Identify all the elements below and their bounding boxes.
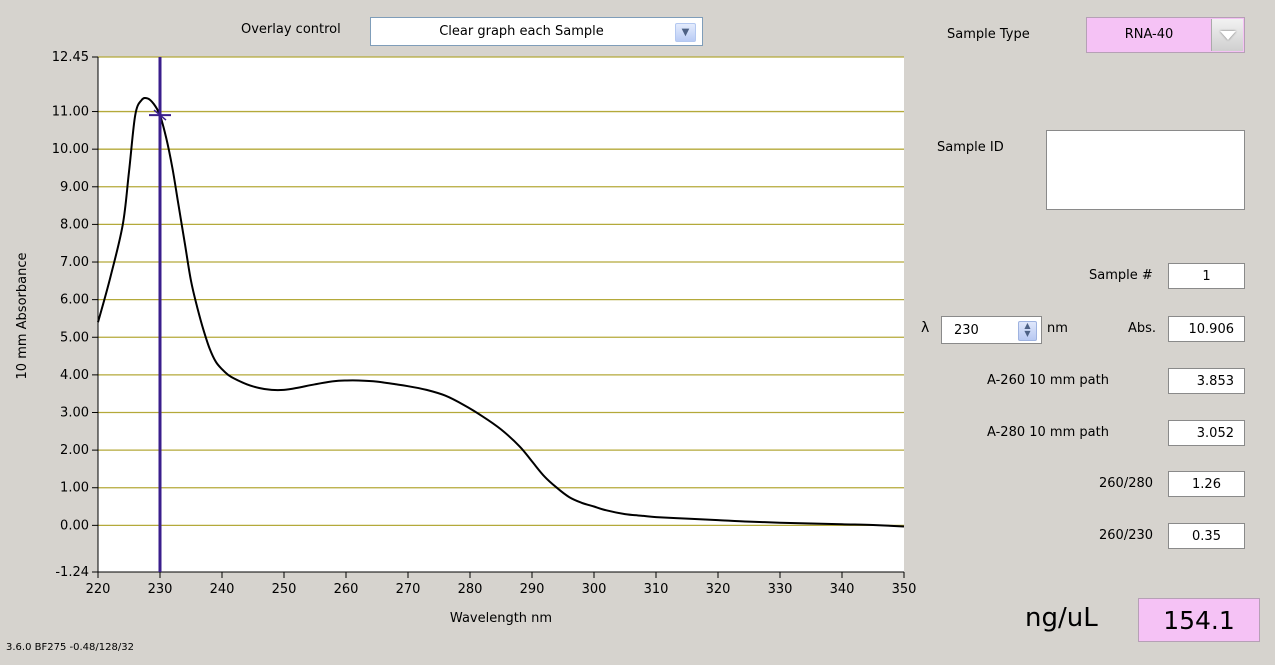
y-tick-label: 5.00 xyxy=(60,330,89,345)
lambda-symbol: λ xyxy=(921,320,930,336)
absorbance-curve xyxy=(97,96,905,528)
sample-number-label: Sample # xyxy=(1089,268,1153,283)
y-tick-label: 1.00 xyxy=(60,481,89,496)
x-tick-label: 300 xyxy=(582,582,607,597)
sample-type-value: RNA-40 xyxy=(1124,27,1174,42)
y-tick-label: 3.00 xyxy=(60,405,89,420)
x-tick-label: 220 xyxy=(86,582,111,597)
y-tick-label: 4.00 xyxy=(60,368,89,383)
a280-label: A-280 10 mm path xyxy=(987,425,1109,440)
y-tick-label: 12.45 xyxy=(52,50,89,65)
x-tick-label: 350 xyxy=(892,582,917,597)
y-tick-label: 9.00 xyxy=(60,180,89,195)
x-tick-label: 340 xyxy=(830,582,855,597)
overlay-control-select[interactable]: Clear graph each Sample ▼ xyxy=(370,17,703,46)
ratio-260-280-label: 260/280 xyxy=(1099,476,1154,491)
y-tick-label: 10.00 xyxy=(52,142,89,157)
wavelength-value: 230 xyxy=(954,323,979,338)
sample-type-label: Sample Type xyxy=(947,27,1030,42)
y-tick-label: -1.24 xyxy=(55,565,89,580)
x-tick-label: 310 xyxy=(644,582,669,597)
a260-label: A-260 10 mm path xyxy=(987,373,1109,388)
version-info: 3.6.0 BF275 -0.48/128/32 xyxy=(6,642,134,653)
y-tick-label: 7.00 xyxy=(60,255,89,270)
y-tick-label: 2.00 xyxy=(60,443,89,458)
cursor-crosshair-icon[interactable] xyxy=(149,109,171,121)
up-down-arrows-icon[interactable]: ▲ ▼ xyxy=(1018,321,1037,341)
concentration-label: ng/uL xyxy=(1025,603,1098,633)
overlay-control-value: Clear graph each Sample xyxy=(439,24,604,39)
sample-type-select[interactable]: RNA-40 xyxy=(1086,17,1245,53)
sample-number-field: 1 xyxy=(1168,263,1245,289)
concentration-value: 154.1 xyxy=(1138,598,1260,642)
chevron-down-icon[interactable]: ▼ xyxy=(675,23,696,42)
a260-value: 3.853 xyxy=(1168,368,1245,394)
dropdown-arrow-icon[interactable] xyxy=(1211,19,1243,51)
x-tick-label: 230 xyxy=(148,582,173,597)
x-tick-label: 290 xyxy=(520,582,545,597)
y-tick-label: 11.00 xyxy=(52,105,89,120)
ratio-260-230-label: 260/230 xyxy=(1099,528,1154,543)
abs-value: 10.906 xyxy=(1168,316,1245,342)
abs-label: Abs. xyxy=(1128,321,1157,336)
sample-id-field[interactable] xyxy=(1046,130,1245,210)
y-axis-title: 10 mm Absorbance xyxy=(15,253,30,380)
x-tick-label: 280 xyxy=(458,582,483,597)
x-tick-label: 270 xyxy=(396,582,421,597)
overlay-control-label: Overlay control xyxy=(241,22,341,37)
a280-value: 3.052 xyxy=(1168,420,1245,446)
plot-area xyxy=(98,57,904,572)
y-tick-label: 6.00 xyxy=(60,293,89,308)
x-tick-label: 330 xyxy=(768,582,793,597)
x-tick-label: 260 xyxy=(334,582,359,597)
x-axis-title: Wavelength nm xyxy=(450,611,552,626)
y-axis-ticks: 12.45 11.00 10.00 9.00 8.00 7.00 6.00 5.00 4.00 3… xyxy=(52,50,98,580)
y-tick-label: 0.00 xyxy=(60,518,89,533)
ratio-260-230-value: 0.35 xyxy=(1168,523,1245,549)
wavelength-unit: nm xyxy=(1047,321,1068,336)
grid-lines xyxy=(98,56,904,527)
y-tick-label: 8.00 xyxy=(60,217,89,232)
x-axis-ticks: 220 230 240 250 260 270 280 290 300 310 320 330 340 3… xyxy=(86,572,917,597)
x-tick-label: 320 xyxy=(706,582,731,597)
ratio-260-280-value: 1.26 xyxy=(1168,471,1245,497)
x-tick-label: 250 xyxy=(272,582,297,597)
x-tick-label: 240 xyxy=(210,582,235,597)
sample-id-label: Sample ID xyxy=(937,140,1004,155)
wavelength-stepper[interactable]: 230 ▲ ▼ xyxy=(941,316,1042,344)
